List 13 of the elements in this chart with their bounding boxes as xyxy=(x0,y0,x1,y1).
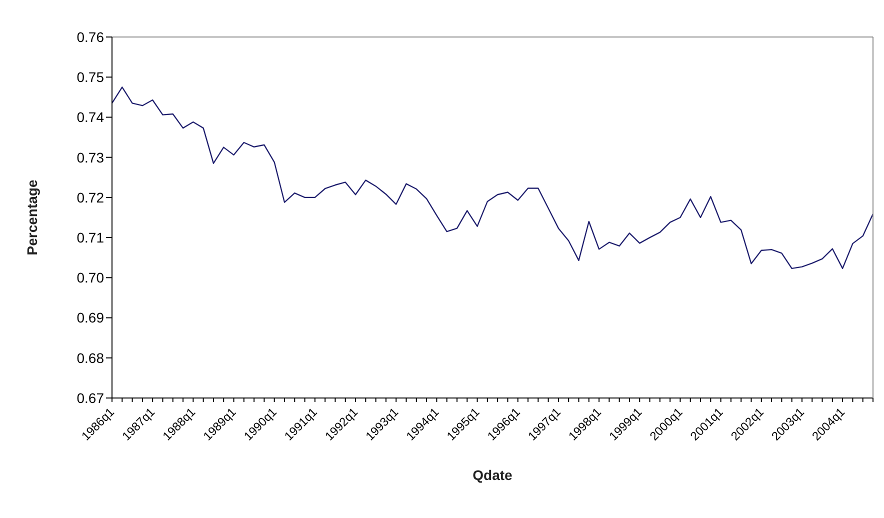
y-tick-label: 0.68 xyxy=(76,350,104,366)
y-tick-label: 0.76 xyxy=(76,28,104,45)
y-tick-label: 0.67 xyxy=(76,390,104,406)
y-tick-label: 0.70 xyxy=(76,270,104,286)
y-axis-title: Percentage xyxy=(24,180,40,256)
y-tick-label: 0.74 xyxy=(76,109,104,126)
y-tick-label: 0.75 xyxy=(76,69,104,86)
y-tick-label: 0.73 xyxy=(76,149,104,166)
x-axis-title: Qdate xyxy=(472,467,513,483)
y-tick-label: 0.69 xyxy=(76,310,104,326)
y-tick-label: 0.72 xyxy=(76,189,104,206)
line-series xyxy=(111,86,874,270)
y-tick-label: 0.71 xyxy=(76,230,104,246)
